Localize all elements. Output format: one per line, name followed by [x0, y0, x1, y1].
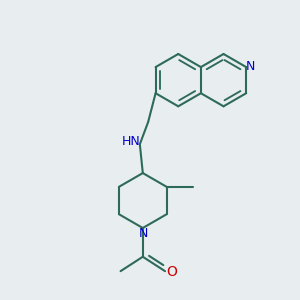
- Text: N: N: [246, 60, 255, 73]
- Text: N: N: [139, 227, 148, 240]
- Text: HN: HN: [122, 135, 140, 148]
- Text: O: O: [166, 265, 177, 279]
